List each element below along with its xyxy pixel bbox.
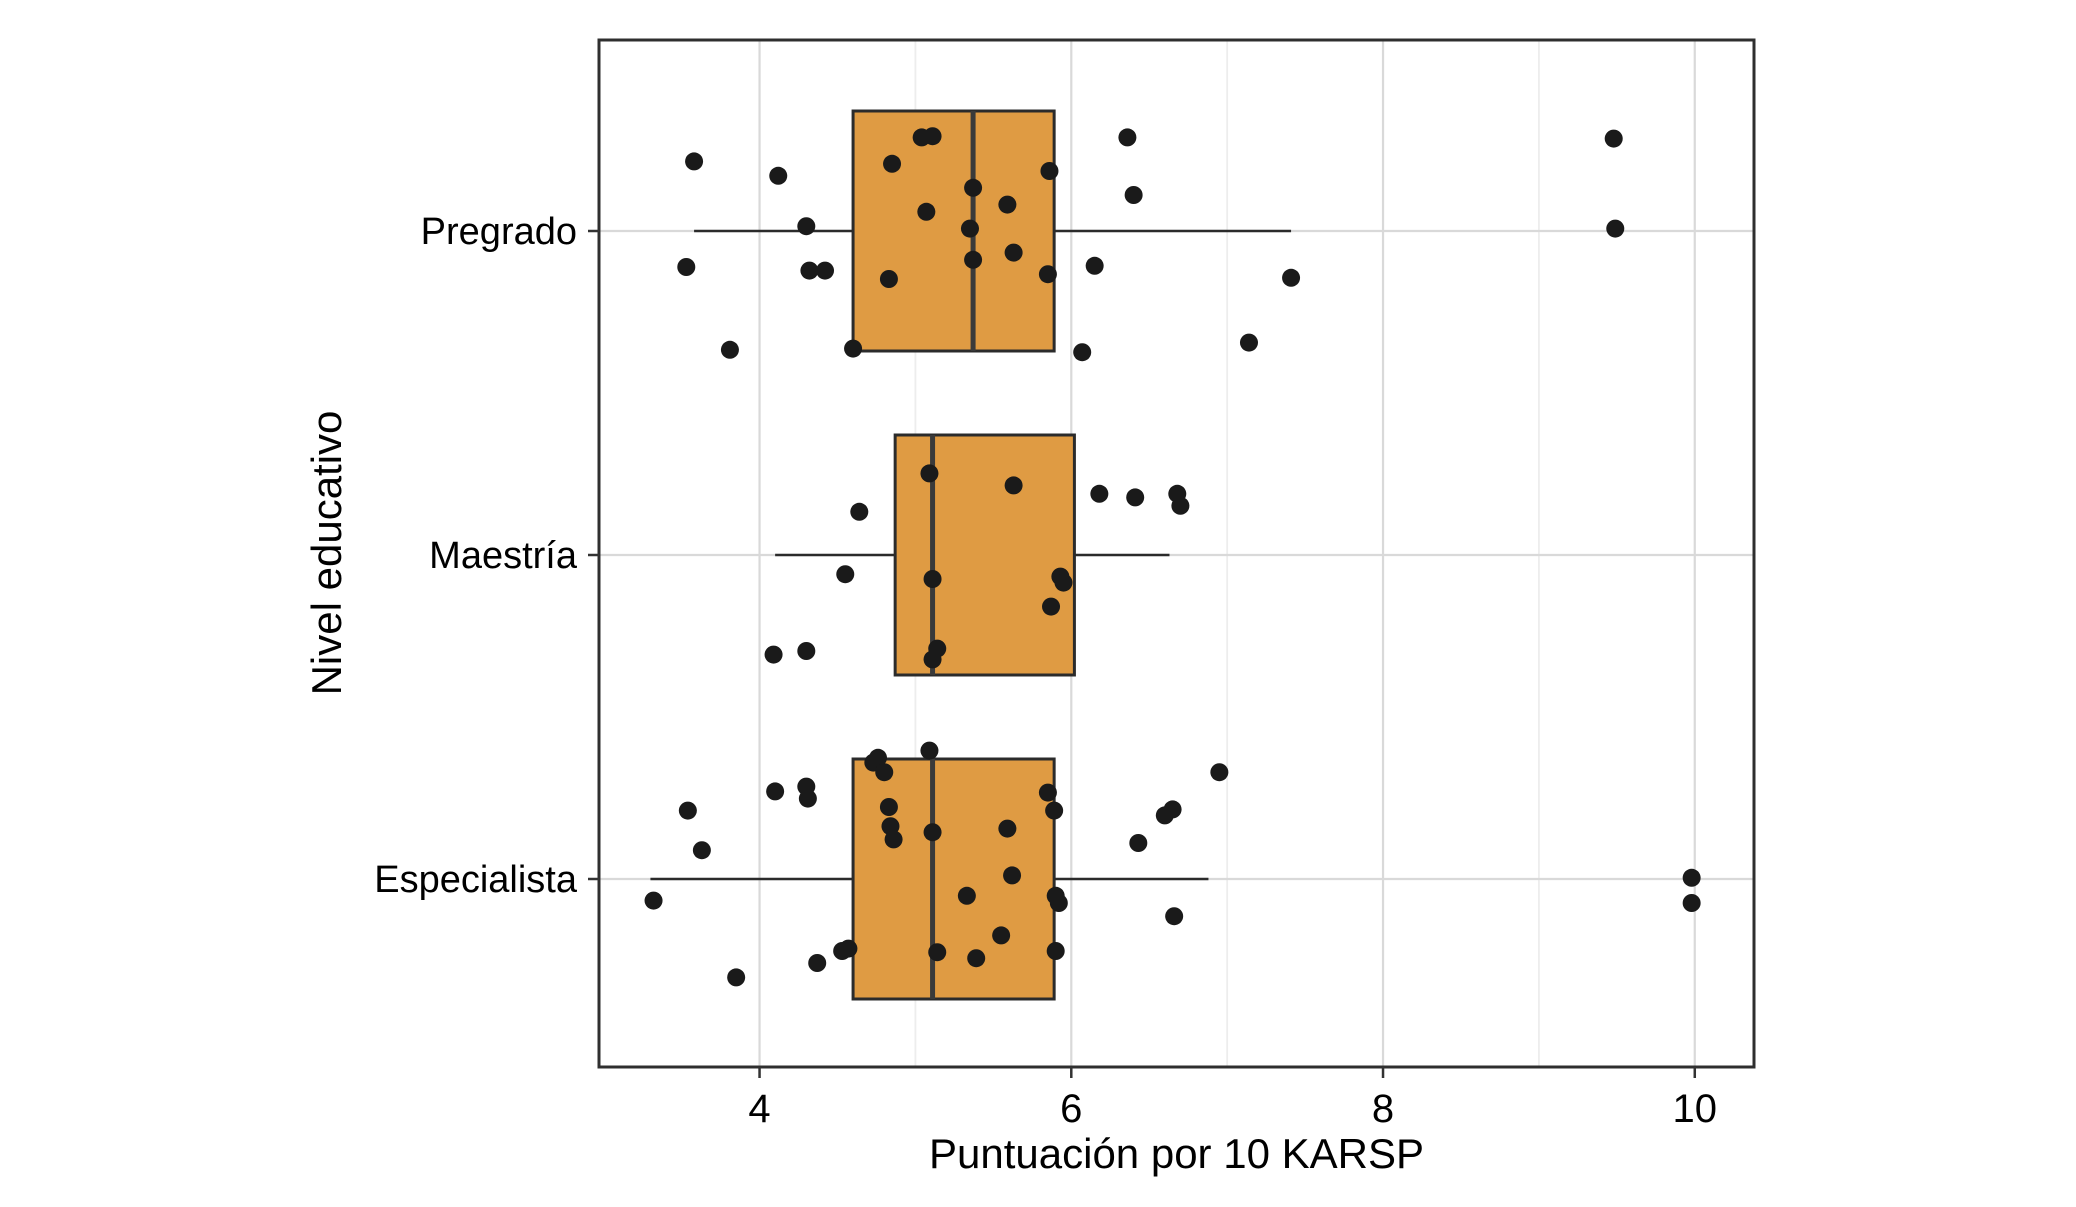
data-point-pregrado bbox=[677, 258, 696, 276]
plot-panel bbox=[599, 40, 1754, 1067]
x-tick-label: 6 bbox=[1060, 1087, 1082, 1131]
data-point-especialista bbox=[727, 968, 746, 987]
data-point-maestria bbox=[1126, 488, 1145, 507]
data-point-pregrado bbox=[883, 154, 902, 173]
data-point-maestria bbox=[850, 502, 869, 521]
data-point-especialista bbox=[884, 830, 903, 849]
panel-border bbox=[597, 38, 1756, 1069]
data-point-especialista bbox=[928, 943, 947, 962]
data-point-pregrado bbox=[917, 202, 936, 221]
y-tick-label-especialista: Especialista bbox=[374, 859, 578, 901]
data-point-maestria bbox=[1090, 484, 1109, 503]
data-point-especialista bbox=[1046, 942, 1065, 960]
data-point-pregrado bbox=[797, 217, 816, 236]
data-point-pregrado bbox=[964, 178, 983, 197]
data-point-especialista bbox=[967, 949, 986, 968]
data-point-especialista bbox=[1210, 763, 1229, 782]
data-point-especialista bbox=[879, 798, 898, 816]
data-point-pregrado bbox=[960, 219, 979, 238]
data-point-especialista bbox=[1163, 800, 1182, 819]
x-axis-title: Puntuación por 10 KARSP bbox=[929, 1130, 1424, 1177]
data-point-maestria bbox=[764, 645, 783, 664]
data-point-especialista bbox=[869, 748, 888, 767]
data-point-especialista bbox=[644, 891, 663, 910]
data-point-maestria bbox=[928, 639, 947, 658]
data-point-especialista bbox=[678, 801, 697, 820]
data-point-pregrado bbox=[720, 340, 739, 359]
data-point-pregrado bbox=[1606, 219, 1625, 238]
data-point-especialista bbox=[692, 841, 711, 860]
x-tick-label: 10 bbox=[1673, 1087, 1718, 1131]
y-tick-label-maestria: Maestría bbox=[429, 535, 578, 577]
data-point-especialista bbox=[1049, 894, 1068, 912]
data-point-pregrado bbox=[964, 250, 983, 269]
data-point-especialista bbox=[875, 763, 894, 782]
data-point-especialista bbox=[1165, 907, 1184, 926]
data-point-pregrado bbox=[1118, 128, 1137, 147]
data-point-especialista bbox=[998, 819, 1017, 838]
data-point-maestria bbox=[920, 464, 939, 483]
data-point-especialista bbox=[992, 926, 1011, 945]
data-point-maestria bbox=[1042, 597, 1061, 616]
data-point-pregrado bbox=[1038, 265, 1057, 284]
data-point-pregrado bbox=[816, 261, 835, 280]
data-point-especialista bbox=[1129, 834, 1148, 852]
data-point-pregrado bbox=[1282, 268, 1301, 287]
x-tick-label: 4 bbox=[748, 1087, 770, 1131]
box-especialista bbox=[851, 757, 1056, 1001]
data-point-especialista bbox=[798, 789, 817, 808]
data-point-maestria bbox=[797, 642, 816, 660]
y-axis-title: Nivel educativo bbox=[303, 410, 350, 696]
data-point-especialista bbox=[920, 741, 939, 760]
data-point-pregrado bbox=[1085, 256, 1104, 275]
data-point-especialista bbox=[1003, 866, 1022, 885]
data-point-especialista bbox=[808, 954, 827, 972]
data-point-pregrado bbox=[998, 195, 1017, 214]
data-point-especialista bbox=[1682, 894, 1701, 912]
x-tick-label: 8 bbox=[1372, 1087, 1394, 1131]
data-point-pregrado bbox=[923, 127, 942, 146]
data-point-pregrado bbox=[800, 261, 819, 280]
data-point-maestria bbox=[836, 565, 855, 584]
data-point-maestria bbox=[1171, 496, 1190, 515]
data-point-especialista bbox=[1682, 868, 1701, 887]
data-point-pregrado bbox=[1124, 186, 1143, 204]
data-point-especialista bbox=[957, 886, 976, 905]
data-point-pregrado bbox=[1604, 129, 1623, 148]
data-point-maestria bbox=[1054, 573, 1073, 592]
data-point-pregrado bbox=[879, 270, 898, 288]
data-point-especialista bbox=[923, 823, 942, 842]
data-point-pregrado bbox=[1004, 243, 1023, 262]
data-point-maestria bbox=[1004, 476, 1023, 495]
data-point-especialista bbox=[766, 782, 785, 801]
data-point-pregrado bbox=[769, 166, 788, 185]
data-point-pregrado bbox=[844, 339, 863, 358]
y-tick-label-pregrado: Pregrado bbox=[421, 211, 577, 253]
data-point-especialista bbox=[1045, 801, 1064, 820]
box-pregrado bbox=[851, 109, 1056, 353]
data-point-especialista bbox=[839, 939, 858, 958]
data-point-maestria bbox=[923, 570, 942, 588]
data-point-pregrado bbox=[1239, 333, 1258, 352]
data-point-pregrado bbox=[1040, 162, 1059, 180]
data-point-especialista bbox=[1038, 783, 1057, 802]
data-point-pregrado bbox=[685, 152, 704, 171]
data-point-pregrado bbox=[1073, 343, 1092, 362]
